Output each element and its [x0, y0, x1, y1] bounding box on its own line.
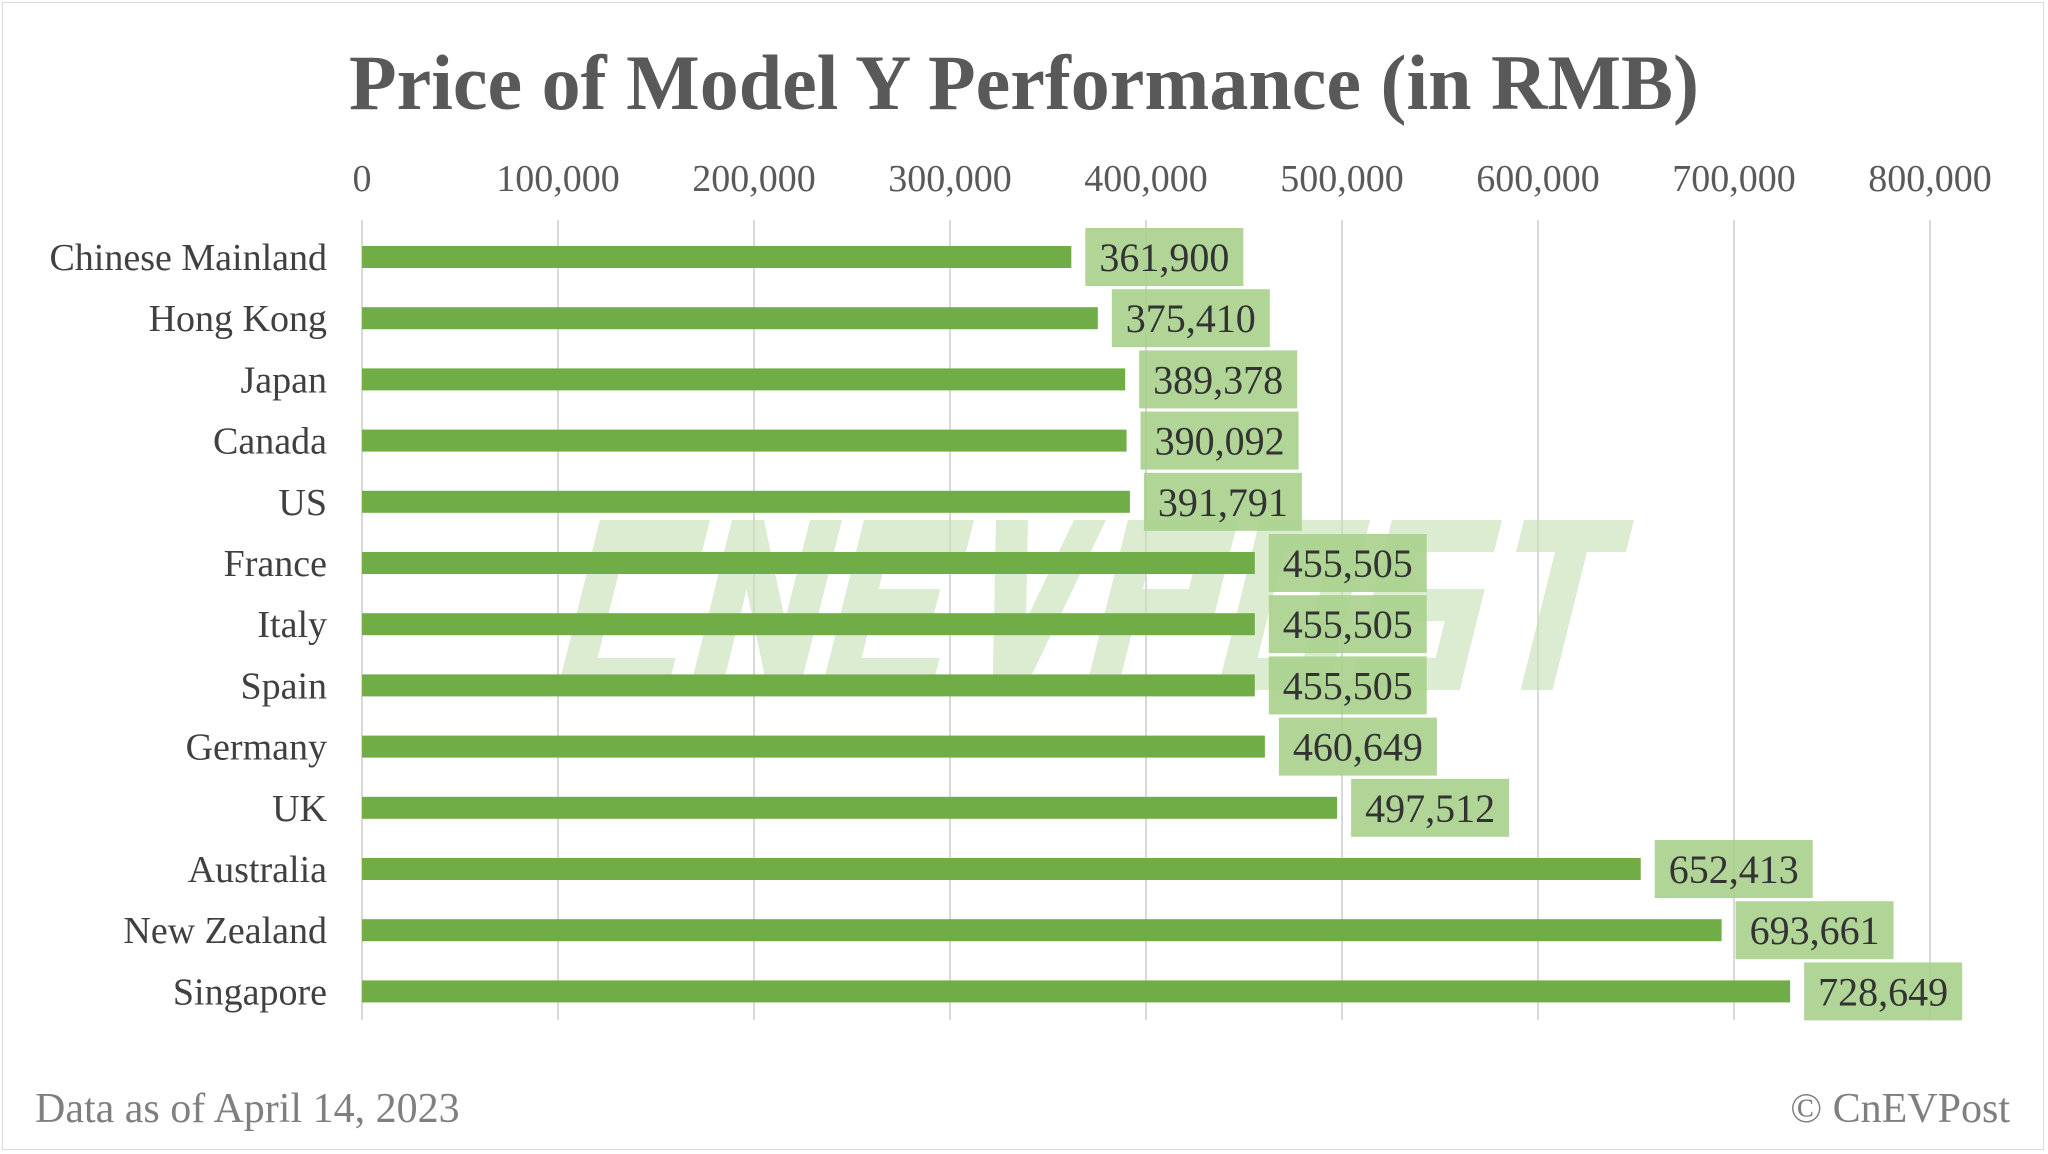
data-label-box — [1804, 962, 1963, 1021]
bar — [362, 307, 1098, 330]
data-label-box — [1654, 840, 1813, 898]
footer-note: Data as of April 14, 2023 — [35, 1086, 460, 1132]
data-label-box — [1111, 289, 1270, 348]
x-tick-label: 500,000 — [1280, 158, 1404, 200]
category-label: UK — [272, 788, 327, 830]
data-label: 497,512 — [1365, 786, 1495, 831]
bar — [362, 368, 1126, 391]
data-label-box — [1268, 534, 1427, 592]
bar — [362, 490, 1130, 513]
watermark-logo — [557, 520, 1634, 690]
bar — [362, 429, 1127, 452]
data-label: 693,661 — [1750, 908, 1880, 953]
data-label-box — [1351, 778, 1510, 837]
x-tick-label: 800,000 — [1868, 158, 1992, 200]
data-label-box — [1143, 472, 1302, 531]
data-label: 455,505 — [1283, 663, 1413, 708]
x-tick-label: 100,000 — [496, 158, 620, 200]
category-label: Italy — [257, 604, 327, 646]
category-label: Hong Kong — [149, 298, 327, 340]
bar — [362, 552, 1255, 574]
watermark-shape — [838, 589, 941, 621]
category-label: Singapore — [173, 971, 327, 1013]
data-label: 455,505 — [1283, 602, 1413, 647]
bar — [362, 246, 1072, 268]
category-label: Canada — [213, 421, 327, 463]
data-label: 375,410 — [1126, 296, 1256, 341]
data-label: 391,791 — [1158, 480, 1288, 525]
footer-credit: © CnEVPost — [1790, 1086, 2010, 1132]
watermark-shape — [1427, 605, 1481, 690]
data-label-box — [1278, 717, 1437, 776]
bar — [362, 919, 1722, 942]
data-label-box — [1139, 350, 1298, 409]
data-label-box — [1268, 656, 1427, 715]
watermark-shape — [1520, 520, 1595, 690]
category-label: Chinese Mainland — [49, 237, 327, 279]
bar — [362, 613, 1255, 636]
category-label: France — [224, 543, 327, 585]
x-tick-label: 200,000 — [692, 158, 816, 200]
data-label: 361,900 — [1099, 235, 1229, 280]
data-label: 460,649 — [1293, 725, 1423, 770]
data-label-box — [1268, 595, 1427, 654]
category-label: Australia — [188, 849, 327, 891]
bar — [362, 980, 1791, 1003]
x-tick-label: 0 — [353, 158, 372, 200]
data-label: 390,092 — [1155, 419, 1285, 464]
category-label: US — [278, 482, 327, 524]
chart-title: Price of Model Y Performance (in RMB) — [348, 39, 1700, 126]
data-label: 728,649 — [1818, 969, 1948, 1014]
data-label-box — [1735, 901, 1894, 960]
category-label: New Zealand — [123, 910, 327, 952]
category-label: Germany — [186, 727, 327, 769]
data-label-box — [1140, 411, 1299, 470]
watermark-shape — [856, 520, 974, 552]
bar — [362, 735, 1265, 758]
bar — [362, 858, 1641, 880]
data-label: 455,505 — [1283, 541, 1413, 586]
bar — [362, 796, 1338, 819]
data-label-box — [1085, 228, 1244, 286]
x-tick-label: 400,000 — [1084, 158, 1208, 200]
bar — [362, 674, 1255, 697]
x-tick-label: 600,000 — [1476, 158, 1600, 200]
x-tick-label: 300,000 — [888, 158, 1012, 200]
data-label: 652,413 — [1669, 847, 1799, 892]
category-label: Spain — [240, 665, 327, 707]
data-label: 389,378 — [1153, 357, 1283, 402]
x-tick-label: 700,000 — [1672, 158, 1796, 200]
category-label: Japan — [240, 359, 327, 401]
